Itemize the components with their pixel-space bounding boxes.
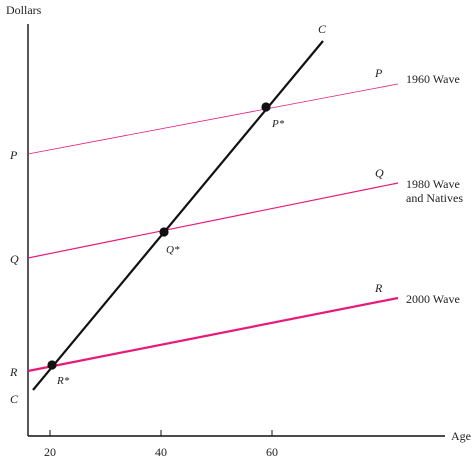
- x-tick-label-60: 60: [266, 445, 278, 459]
- x-axis-title: Age: [451, 429, 471, 443]
- label-q-star: Q*: [166, 244, 180, 256]
- y-label-c: C: [10, 392, 19, 406]
- r-line-end-label: R: [374, 281, 383, 295]
- wave-1980-natives-label: and Natives: [406, 191, 463, 205]
- x-tick-label-20: 20: [44, 445, 56, 459]
- x-tick-label-40: 40: [155, 445, 167, 459]
- c-line: [32, 40, 324, 391]
- wave-1980-label: 1980 Wave: [406, 177, 460, 191]
- y-label-q: Q: [10, 252, 19, 266]
- label-r-star: R*: [56, 375, 70, 387]
- intersection-p-star: [261, 102, 271, 112]
- y-label-r: R: [9, 365, 18, 379]
- wave-1980-line: [27, 182, 399, 259]
- q-line-end-label: Q: [375, 166, 384, 180]
- wave-2000-line: [27, 296, 399, 373]
- c-line-end-label: C: [318, 22, 327, 36]
- label-p-star: P*: [271, 118, 285, 130]
- intersection-q-star: [159, 227, 169, 237]
- y-label-p: P: [9, 148, 18, 162]
- intersection-r-star: [47, 360, 57, 370]
- wave-1960-label: 1960 Wave: [406, 72, 460, 86]
- wave-1960-line: [27, 83, 399, 155]
- wave-2000-label: 2000 Wave: [406, 292, 460, 306]
- p-line-end-label: P: [374, 66, 383, 80]
- y-axis-title: Dollars: [6, 3, 42, 17]
